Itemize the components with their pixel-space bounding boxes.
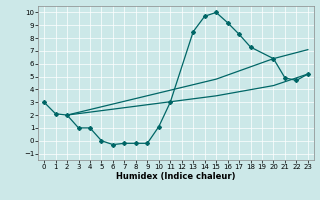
X-axis label: Humidex (Indice chaleur): Humidex (Indice chaleur): [116, 172, 236, 181]
